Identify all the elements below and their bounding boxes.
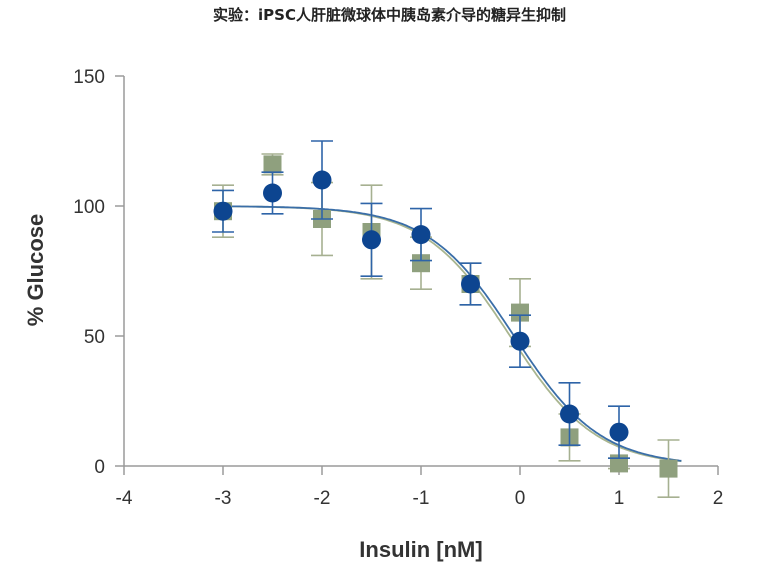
data-points (212, 140, 680, 499)
x-tick-label: 2 (713, 488, 724, 509)
y-tick-label: 0 (94, 457, 105, 478)
data-point-square (659, 459, 678, 478)
data-point-circle (362, 230, 381, 250)
data-point-circle (461, 274, 480, 294)
axes: -4 -3 -2 -1 0 1 2 0 50 100 150 (73, 67, 723, 509)
x-tick-label: -2 (314, 488, 331, 509)
data-point-circle (263, 183, 282, 203)
y-tick-label: 50 (84, 327, 105, 348)
data-point-circle (213, 201, 233, 221)
x-tick-label: 0 (515, 488, 526, 509)
fit-curves (218, 205, 682, 463)
data-point-circle (312, 170, 332, 190)
fit-curve-series-1 (218, 205, 682, 463)
x-tick-label: -3 (215, 488, 232, 509)
data-point-circle (560, 404, 579, 424)
data-point-circle (609, 422, 629, 442)
data-point-circle (510, 331, 530, 351)
y-axis-label: % Glucose (23, 214, 48, 326)
fit-curve-series-2 (218, 205, 682, 462)
x-tick-label: -4 (116, 488, 133, 509)
data-point-square (412, 254, 430, 273)
data-point-square (263, 155, 282, 174)
y-tick-label: 150 (73, 67, 105, 88)
data-point-square (511, 303, 529, 322)
y-tick-label: 100 (73, 197, 105, 218)
x-tick-label: 1 (614, 488, 625, 509)
chart-title: 实验：iPSC人肝脏微球体中胰岛素介导的糖异生抑制 (213, 6, 566, 24)
x-tick-label: -1 (413, 488, 430, 509)
data-point-circle (411, 225, 431, 245)
x-axis-label: Insulin [nM] (359, 537, 482, 562)
